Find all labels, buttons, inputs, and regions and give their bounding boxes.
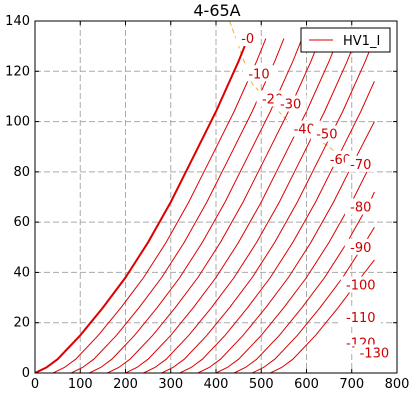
curve-label: -50 [316, 128, 337, 143]
curve-label-bg [340, 276, 381, 293]
series-line [233, 191, 375, 373]
curve-label-bg [344, 155, 377, 172]
curve-label-bg [242, 65, 275, 82]
x-tick-label: 0 [31, 377, 39, 392]
x-tick-label: 100 [68, 377, 93, 392]
x-tick-label: 200 [113, 377, 138, 392]
x-tick-label: 800 [385, 377, 410, 392]
legend-label: HV1_I [343, 34, 380, 49]
y-tick-label: 140 [5, 14, 30, 29]
curve-label: -70 [350, 158, 371, 173]
series-line [35, 38, 249, 373]
series-line [161, 38, 375, 373]
y-tick-label: 80 [13, 165, 30, 180]
curve-label: -0 [241, 32, 254, 47]
curve-label: -10 [248, 67, 269, 82]
axes-frame [34, 20, 398, 374]
curve-label-bg [344, 198, 377, 215]
y-tick-label: 100 [5, 115, 30, 130]
series-line [143, 38, 357, 373]
y-tick-label: 120 [5, 64, 30, 79]
curve-label: -40 [294, 123, 315, 138]
x-tick-label: 700 [339, 377, 364, 392]
curve-label: -110 [346, 311, 376, 326]
curve-label-bg [340, 309, 381, 326]
x-tick-label: 500 [249, 377, 274, 392]
y-tick-label: 60 [13, 215, 30, 230]
series-line [52, 38, 267, 373]
series-line [125, 38, 339, 373]
curve-label: -90 [350, 241, 371, 256]
series-line [215, 156, 375, 373]
curve-label-bg [310, 125, 343, 142]
y-tick-label: 20 [13, 316, 30, 331]
curve-label-bg [274, 95, 307, 112]
curve-label: -130 [360, 346, 390, 361]
curve-label-bg [344, 238, 377, 255]
plot-area: 0 100 200 300 400 500 600 700 800 0 20 40 60 80 100 120… [5, 14, 409, 392]
x-tick-label: 400 [204, 377, 229, 392]
x-tick-label: 600 [294, 377, 319, 392]
x-tick-label: 300 [158, 377, 183, 392]
curve-label-bg [235, 30, 260, 47]
curve-label: -80 [350, 201, 371, 216]
y-tick-label: 40 [13, 265, 30, 280]
series-line [197, 121, 375, 373]
curve-label-bg [354, 344, 395, 361]
y-tick-label: 0 [22, 366, 30, 381]
chart-title: 4-65A [193, 1, 240, 20]
series-line [179, 81, 375, 373]
curve-label: -30 [280, 97, 301, 112]
curve-label: -100 [346, 279, 376, 294]
series-line [70, 38, 285, 373]
